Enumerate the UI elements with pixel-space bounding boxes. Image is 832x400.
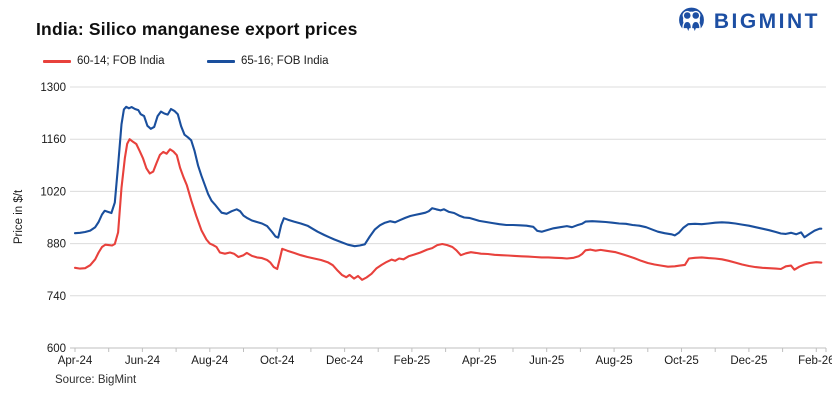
series-line-65-16 (73, 105, 823, 248)
y-tick-label: 740 (47, 291, 66, 303)
brand-logo: BIGMINT (676, 7, 820, 36)
x-tick-label: Feb-26 (798, 355, 832, 367)
legend-swatch-red (43, 59, 71, 63)
x-tick-label: Jun-25 (529, 355, 564, 367)
x-tick-label: Jun-24 (125, 355, 161, 367)
x-tick-label: Feb-25 (394, 355, 430, 367)
gridlines (70, 86, 826, 349)
legend-item-60-14: 60-14; FOB India (43, 55, 165, 67)
x-tick-label: Oct-24 (260, 355, 295, 367)
x-tick-label: Oct-25 (664, 355, 699, 367)
x-tick-label: Aug-24 (191, 355, 229, 367)
series-lines (73, 105, 823, 281)
x-tick-label: Aug-25 (596, 355, 633, 367)
x-tick-label: Apr-25 (462, 355, 497, 367)
legend-item-65-16: 65-16; FOB India (207, 55, 329, 67)
series-line-60-14 (73, 138, 823, 281)
legend-swatch-blue (207, 59, 235, 63)
y-tick-label: 1160 (41, 134, 66, 146)
y-tick-label: 1020 (40, 186, 66, 198)
y-axis-title: Price in $/t (13, 189, 25, 244)
y-tick-label: 1300 (40, 82, 66, 94)
x-tick-label: Apr-24 (58, 355, 93, 367)
y-tick-label: 600 (47, 343, 66, 355)
y-tick-label: 880 (47, 239, 66, 251)
x-axis (70, 347, 827, 352)
x-tick-label: Dec-24 (326, 355, 364, 367)
axis-tick-labels: 600 740 880 1020 1160 1300 Apr-24 Jun-24 Aug-24 O… (40, 82, 832, 367)
legend-label: 60-14; FOB India (77, 55, 165, 67)
bigmint-logo-icon (678, 7, 704, 34)
legend-label: 65-16; FOB India (241, 55, 329, 67)
page-title: India: Silico manganese export prices (36, 19, 358, 39)
x-tick-label: Dec-25 (730, 355, 767, 367)
brand-name: BIGMINT (713, 9, 820, 33)
source-note: Source: BigMint (55, 374, 137, 386)
